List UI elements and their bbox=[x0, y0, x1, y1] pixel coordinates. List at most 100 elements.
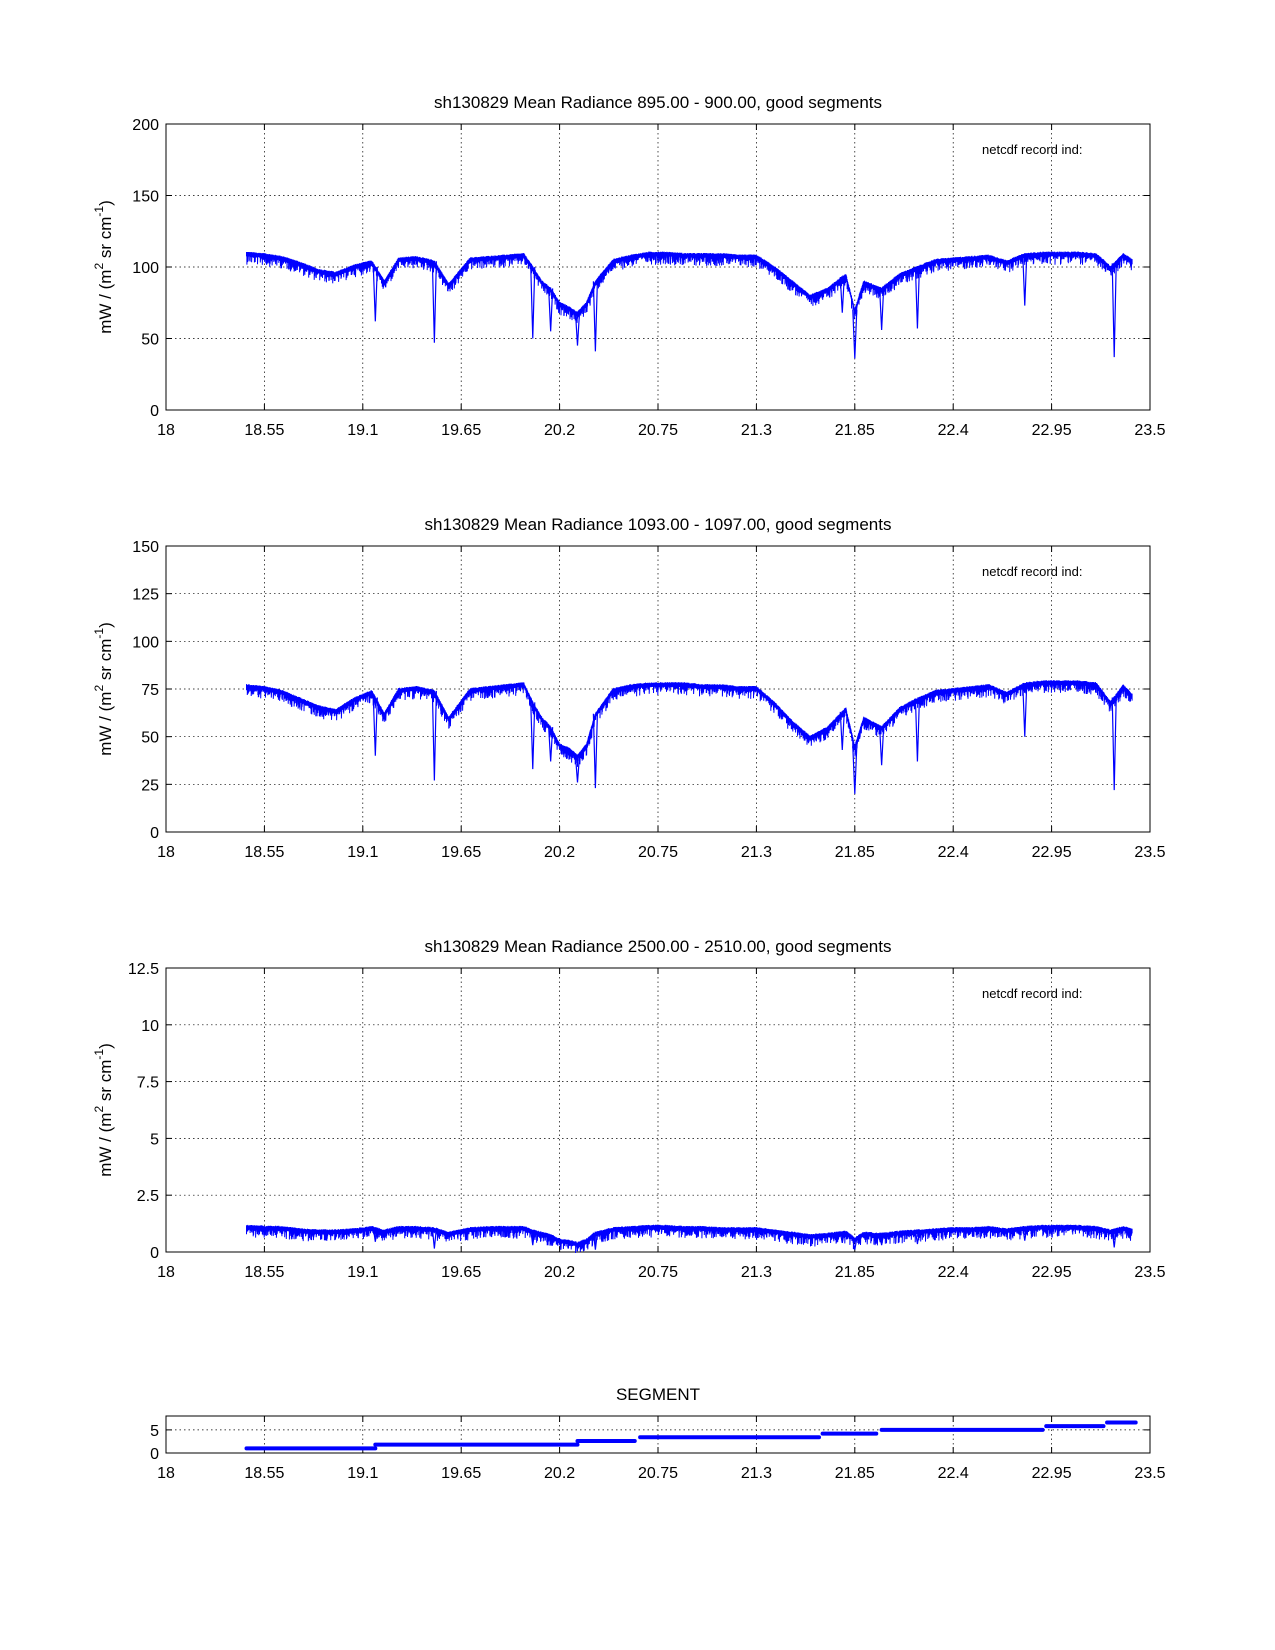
y-tick-label: 0 bbox=[150, 1446, 159, 1463]
y-tick-label: 2.5 bbox=[137, 1188, 159, 1205]
x-tick-label: 18.55 bbox=[244, 1465, 284, 1482]
series-dip bbox=[879, 727, 885, 766]
chart-3: 18 18.55 19.1 19.65 20.2 20.75 21.3 21.85 22.4 22… bbox=[92, 937, 1166, 1281]
x-tick-label: 19.1 bbox=[347, 844, 378, 861]
y-tick-label: 10 bbox=[141, 1018, 159, 1035]
y-axis-label-superscript: 2 bbox=[92, 263, 106, 270]
x-tick-label: 23.5 bbox=[1134, 1465, 1165, 1482]
x-tick-label: 20.75 bbox=[638, 844, 678, 861]
y-axis-label-part: mW / (m bbox=[96, 692, 115, 756]
series-dip bbox=[548, 288, 554, 332]
x-tick-label: 21.85 bbox=[835, 844, 875, 861]
y-axis-label-superscript: 2 bbox=[92, 1106, 106, 1113]
x-tick-label: 18.55 bbox=[244, 422, 284, 439]
chart-title: SEGMENT bbox=[616, 1385, 700, 1404]
y-axis-label-part: mW / (m bbox=[96, 1113, 115, 1177]
series-dip bbox=[1022, 254, 1028, 306]
chart-1: 18 18.55 19.1 19.65 20.2 20.75 21.3 21.85 22.4 22… bbox=[92, 93, 1166, 439]
y-tick-label: 50 bbox=[141, 332, 159, 349]
x-tick-label: 19.65 bbox=[441, 1465, 481, 1482]
series-dip bbox=[530, 266, 536, 339]
x-tick-label: 18 bbox=[157, 844, 175, 861]
x-tick-label: 21.85 bbox=[835, 1465, 875, 1482]
series-dip bbox=[431, 261, 437, 343]
netcdf-record-annotation: netcdf record ind: bbox=[982, 986, 1082, 1001]
y-tick-label: 7.5 bbox=[137, 1075, 159, 1092]
series-dip bbox=[1111, 1229, 1117, 1248]
series-dip bbox=[372, 697, 378, 756]
x-tick-label: 21.3 bbox=[741, 844, 772, 861]
y-tick-label: 125 bbox=[132, 587, 159, 604]
x-tick-label: 18 bbox=[157, 1465, 175, 1482]
chart-4: 18 18.55 19.1 19.65 20.2 20.75 21.3 21.85 22.4 22… bbox=[150, 1385, 1166, 1482]
x-tick-label: 22.95 bbox=[1032, 1264, 1072, 1281]
y-axis-label-superscript: -1 bbox=[92, 628, 106, 639]
series-dip bbox=[879, 1233, 885, 1246]
series-dip bbox=[431, 1228, 437, 1249]
series-dip bbox=[592, 1232, 598, 1250]
y-axis-label-part: sr cm bbox=[96, 1060, 115, 1106]
series-dip bbox=[372, 266, 378, 322]
chart-title: sh130829 Mean Radiance 1093.00 - 1097.00… bbox=[425, 515, 892, 534]
series-line bbox=[246, 680, 1133, 767]
series-dip bbox=[372, 1227, 378, 1242]
series-dip bbox=[839, 711, 845, 751]
x-tick-label: 18.55 bbox=[244, 1264, 284, 1281]
x-tick-label: 19.1 bbox=[347, 1465, 378, 1482]
series-dip bbox=[1111, 697, 1117, 791]
y-tick-label: 0 bbox=[150, 403, 159, 420]
x-tick-label: 19.65 bbox=[441, 1264, 481, 1281]
series-dip bbox=[852, 309, 858, 359]
series-dip bbox=[852, 746, 858, 794]
x-tick-label: 23.5 bbox=[1134, 422, 1165, 439]
x-tick-label: 21.3 bbox=[741, 1264, 772, 1281]
y-tick-label: 150 bbox=[132, 189, 159, 206]
series-dip bbox=[574, 312, 581, 346]
x-tick-label: 20.2 bbox=[544, 1465, 575, 1482]
series-dip bbox=[839, 276, 845, 313]
x-tick-label: 19.65 bbox=[441, 844, 481, 861]
x-tick-label: 21.85 bbox=[835, 422, 875, 439]
series-dip bbox=[914, 698, 921, 762]
x-tick-label: 19.65 bbox=[441, 422, 481, 439]
y-tick-label: 75 bbox=[141, 682, 159, 699]
x-tick-label: 21.85 bbox=[835, 1264, 875, 1281]
y-tick-label: 100 bbox=[132, 634, 159, 651]
y-axis-label-part: sr cm bbox=[96, 217, 115, 263]
chart-2: 18 18.55 19.1 19.65 20.2 20.75 21.3 21.85 22.4 22… bbox=[92, 515, 1166, 861]
x-tick-label: 23.5 bbox=[1134, 1264, 1165, 1281]
y-tick-label: 50 bbox=[141, 730, 159, 747]
plot-area bbox=[165, 967, 1151, 1253]
y-tick-label: 150 bbox=[132, 539, 159, 556]
y-tick-label: 0 bbox=[150, 825, 159, 842]
x-tick-label: 22.4 bbox=[938, 1264, 969, 1281]
x-tick-label: 18 bbox=[157, 422, 175, 439]
x-tick-label: 19.1 bbox=[347, 1264, 378, 1281]
y-tick-label: 5 bbox=[150, 1423, 159, 1440]
x-tick-label: 20.2 bbox=[544, 844, 575, 861]
y-axis-label-part: mW / (m bbox=[96, 270, 115, 334]
series-dip bbox=[548, 727, 554, 762]
y-tick-label: 25 bbox=[141, 777, 159, 794]
series-dip bbox=[1111, 263, 1117, 358]
y-tick-label: 5 bbox=[150, 1131, 159, 1148]
x-tick-label: 20.75 bbox=[638, 1465, 678, 1482]
series-dip bbox=[914, 1230, 921, 1245]
y-axis-label-part: ) bbox=[96, 200, 115, 206]
x-tick-label: 22.4 bbox=[938, 422, 969, 439]
y-tick-label: 12.5 bbox=[128, 961, 159, 978]
x-tick-label: 22.95 bbox=[1032, 844, 1072, 861]
netcdf-record-annotation: netcdf record ind: bbox=[982, 564, 1082, 579]
y-axis-label: mW / (m2 sr cm-1) bbox=[92, 622, 115, 756]
chart-title: sh130829 Mean Radiance 895.00 - 900.00, … bbox=[434, 93, 882, 112]
x-tick-label: 22.95 bbox=[1032, 1465, 1072, 1482]
series-line bbox=[246, 251, 1133, 323]
y-axis-label-part: sr cm bbox=[96, 639, 115, 685]
chart-title: sh130829 Mean Radiance 2500.00 - 2510.00… bbox=[425, 937, 892, 956]
y-axis-label-superscript: 2 bbox=[92, 685, 106, 692]
x-tick-label: 20.75 bbox=[638, 1264, 678, 1281]
series-dip bbox=[852, 1238, 858, 1250]
x-tick-label: 18.55 bbox=[244, 844, 284, 861]
x-tick-label: 18 bbox=[157, 1264, 175, 1281]
